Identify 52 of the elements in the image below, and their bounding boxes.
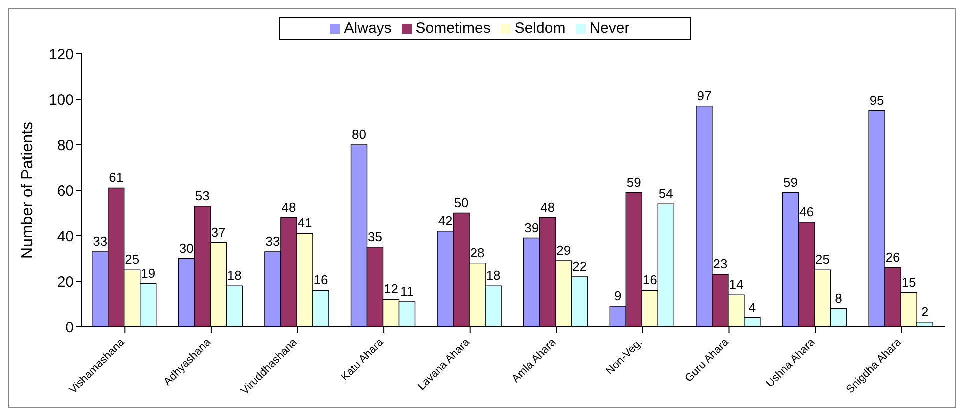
data-label: 59 — [784, 174, 798, 190]
data-label: 16 — [314, 272, 328, 288]
data-label: 37 — [211, 224, 226, 240]
legend-label: Seldom — [514, 20, 566, 37]
data-label: 18 — [486, 268, 501, 284]
legend-label: Never — [590, 20, 630, 37]
data-label: 14 — [729, 277, 744, 292]
data-label: 33 — [93, 234, 108, 249]
y-tick-label: 20 — [57, 274, 74, 291]
legend-label: Sometimes — [416, 20, 491, 37]
data-label: 9 — [614, 288, 622, 304]
data-label: 2 — [921, 304, 929, 320]
data-label: 35 — [368, 229, 382, 244]
data-label: 48 — [282, 200, 296, 215]
y-axis-title: Number of Patients — [20, 122, 37, 259]
data-label: 33 — [266, 234, 280, 249]
data-label: 50 — [454, 195, 469, 210]
y-tick-label: 100 — [48, 92, 74, 109]
legend-label: Always — [344, 20, 392, 37]
y-tick-label: 40 — [57, 228, 74, 246]
data-label: 61 — [109, 170, 124, 186]
data-label: 54 — [658, 186, 674, 202]
data-label: 48 — [540, 200, 556, 215]
data-label: 46 — [800, 204, 814, 220]
data-label: 12 — [384, 282, 398, 297]
data-label: 25 — [816, 252, 830, 268]
data-label: 97 — [697, 88, 712, 104]
y-tick-label: 120 — [48, 46, 74, 64]
y-tick-label: 80 — [57, 137, 74, 154]
y-tick-label: 60 — [57, 182, 74, 200]
data-label: 15 — [902, 274, 916, 290]
data-label: 18 — [227, 268, 242, 284]
data-label: 4 — [748, 300, 756, 315]
data-label: 53 — [195, 188, 210, 204]
data-label: 28 — [470, 245, 485, 260]
y-tick-label: 0 — [66, 319, 74, 336]
data-label: 42 — [438, 213, 453, 228]
data-label: 39 — [524, 220, 540, 236]
data-label: 19 — [141, 266, 156, 281]
data-label: 59 — [626, 174, 642, 190]
data-label: 26 — [886, 250, 900, 265]
data-label: 41 — [298, 216, 312, 231]
data-label: 95 — [870, 92, 884, 108]
data-label: 23 — [713, 256, 728, 272]
data-label: 80 — [352, 127, 366, 142]
data-label: 30 — [179, 240, 194, 256]
data-label: 16 — [642, 272, 658, 288]
data-label: 11 — [400, 284, 414, 299]
data-label: 8 — [835, 290, 842, 306]
data-label: 29 — [556, 243, 572, 258]
data-label: 25 — [125, 252, 140, 268]
data-label: 22 — [572, 258, 588, 274]
